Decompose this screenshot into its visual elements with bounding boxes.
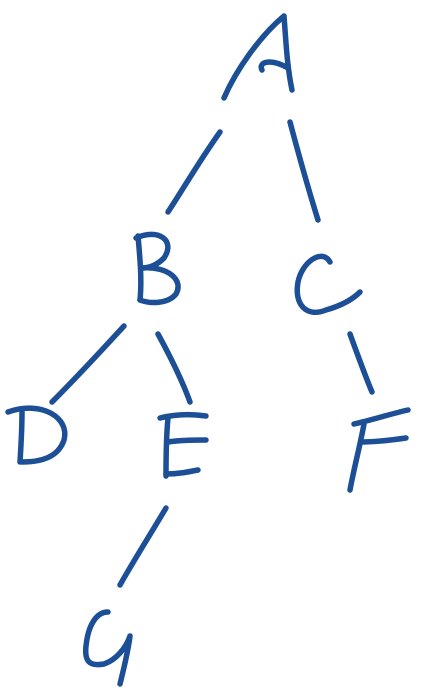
edge-C-F: [347, 331, 375, 395]
edge-A-B: [165, 129, 223, 215]
node-C-glyph: [294, 253, 363, 315]
node-E: E: [157, 411, 209, 479]
node-E-glyph-spine: [163, 415, 171, 479]
node-A: A: [221, 13, 295, 101]
node-B: B: [133, 231, 181, 306]
edge-B-E: [155, 331, 193, 405]
node-D-glyph-stem: [17, 409, 25, 465]
edge-B-D: [49, 323, 127, 405]
edges: [49, 119, 375, 588]
node-D-glyph-bowl: [5, 405, 68, 465]
node-F: F: [347, 407, 411, 493]
node-G-glyph: [82, 609, 133, 687]
node-E-glyph-mid: [165, 437, 209, 445]
node-E-glyph-bottom: [163, 467, 201, 477]
node-label-D: D: [40, 416, 57, 441]
node-G: G: [82, 609, 133, 687]
node-D: D: [5, 405, 68, 465]
node-F-glyph-stem: [347, 421, 367, 493]
node-label-C: C: [325, 271, 340, 296]
node-B-glyph-bowls: [133, 231, 181, 306]
edge-E-G: [117, 505, 169, 588]
edge-A-C: [287, 119, 321, 223]
node-F-glyph-mid: [359, 435, 409, 445]
node-E-glyph-top: [157, 411, 209, 421]
node-C: C: [294, 253, 363, 315]
node-F-glyph-top: [351, 407, 411, 427]
node-A-glyph-bar: [258, 59, 291, 73]
